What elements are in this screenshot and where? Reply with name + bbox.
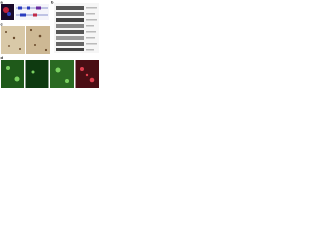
exon (36, 6, 41, 10)
micrograph (25, 60, 49, 88)
page: {"panels": [{"label": "a"}, {"label": "b… (0, 0, 100, 89)
panel-c (1, 26, 50, 54)
exon (20, 13, 26, 17)
blot-row (56, 12, 84, 16)
exon (27, 6, 30, 10)
blot-row (56, 42, 84, 46)
panel-b (54, 3, 99, 53)
gene-diagram (15, 4, 49, 20)
panel-label: c (1, 22, 4, 27)
stained-cells (5, 28, 48, 52)
blot-row (56, 48, 84, 51)
figure: a b c (1, 0, 99, 88)
panel-a (1, 4, 49, 20)
panel-label: d (1, 55, 4, 60)
blot-row (56, 30, 84, 34)
cell-signal (3, 7, 9, 13)
exon (18, 6, 22, 10)
panel-label: b (51, 0, 54, 5)
blot-row (56, 18, 84, 22)
blot-row (56, 24, 84, 28)
cell-signal (7, 12, 11, 16)
micrograph (50, 60, 74, 88)
panel-label: a (1, 0, 4, 5)
panel-d (1, 60, 99, 88)
green-signal (6, 66, 69, 83)
blot-row (56, 6, 84, 10)
red-signal (80, 67, 95, 83)
exon (33, 13, 37, 17)
row-labels (86, 7, 97, 51)
blot-row (56, 36, 84, 40)
micrograph (1, 60, 24, 88)
micrograph (1, 26, 25, 54)
